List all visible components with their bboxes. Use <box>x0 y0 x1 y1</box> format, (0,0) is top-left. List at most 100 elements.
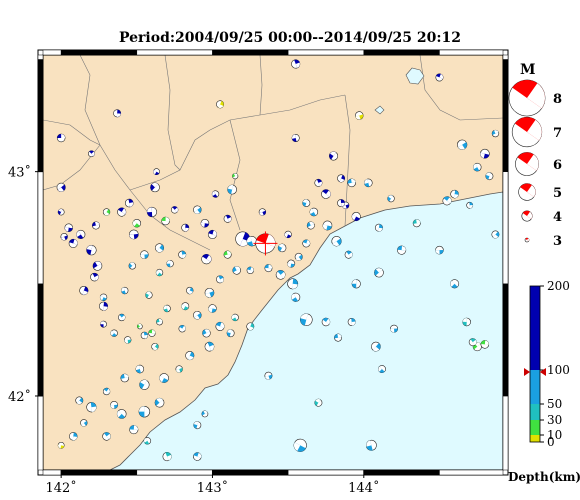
event-beachball <box>60 233 68 241</box>
frame-segment <box>287 469 365 476</box>
event-beachball <box>185 351 195 361</box>
y-tick-label: 43˚ <box>8 165 31 181</box>
event-beachball <box>193 310 202 320</box>
event-beachball <box>113 109 122 118</box>
event-beachball <box>200 218 210 228</box>
event-beachball <box>321 189 331 199</box>
event-beachball <box>291 59 301 69</box>
frame-segment <box>502 59 509 172</box>
event-beachball <box>435 245 444 255</box>
event-beachball <box>161 216 170 226</box>
event-beachball <box>377 365 386 374</box>
event-beachball <box>374 223 383 232</box>
event-beachball <box>186 286 194 295</box>
depth-colorbar-frame <box>529 285 541 443</box>
event-beachball <box>98 301 109 311</box>
event-beachball <box>347 317 356 326</box>
event-beachball <box>231 313 239 322</box>
event-beachball <box>120 373 129 383</box>
event-beachball <box>79 286 89 296</box>
event-beachball <box>442 196 452 206</box>
event-beachball <box>314 398 323 407</box>
event-beachball <box>154 243 165 253</box>
event-beachball <box>480 148 490 159</box>
event-beachball <box>473 162 482 172</box>
event-beachball <box>354 111 364 120</box>
x-tick-label: 143˚ <box>197 480 228 496</box>
depth-tick-label: 0 <box>547 435 555 449</box>
event-beachball <box>328 151 339 161</box>
event-beachball <box>480 340 490 349</box>
event-beachball <box>146 206 158 218</box>
event-beachball <box>450 279 460 289</box>
map-frame <box>37 49 509 476</box>
event-beachball <box>457 139 468 150</box>
event-beachball <box>128 229 139 240</box>
map-title: Period:2004/09/25 00:00--2014/09/25 20:1… <box>119 30 461 46</box>
event-beachball <box>275 270 286 280</box>
event-beachball <box>322 220 333 231</box>
depth-colorbar-segment <box>530 404 540 420</box>
lake <box>405 67 425 85</box>
earthquake-events <box>56 59 500 462</box>
event-beachball <box>207 229 218 239</box>
event-beachball <box>102 387 111 396</box>
event-beachball <box>57 441 65 449</box>
magnitude-legend-label: 7 <box>553 126 562 141</box>
y-tick-label: 42˚ <box>8 389 31 405</box>
depth-tick-label: 200 <box>547 279 570 293</box>
frame-segment <box>37 54 44 60</box>
event-beachball <box>159 373 169 383</box>
event-beachball <box>151 342 159 351</box>
magnitude-legend: 8 7 6 5 4 3 <box>508 79 562 249</box>
event-beachball <box>193 205 202 215</box>
depth-tick-label: 100 <box>547 363 570 377</box>
magnitude-legend-ball <box>518 183 536 201</box>
event-beachball <box>80 419 88 427</box>
magnitude-legend-title: M <box>520 62 536 78</box>
event-beachball <box>223 250 232 259</box>
event-beachball <box>294 252 303 261</box>
event-beachball <box>309 207 319 217</box>
event-beachball <box>216 275 224 284</box>
event-beachball <box>116 409 127 419</box>
event-beachball <box>337 174 346 183</box>
event-beachball <box>302 199 311 208</box>
event-beachball <box>178 325 186 333</box>
frame-segment <box>37 59 44 172</box>
event-beachball <box>92 221 100 230</box>
event-beachball <box>56 182 66 192</box>
magnitude-legend-label: 4 <box>553 210 562 225</box>
event-beachball <box>277 243 287 253</box>
event-beachball <box>156 318 163 326</box>
event-beachball <box>135 364 145 374</box>
event-beachball <box>204 287 215 298</box>
frame-segment <box>37 283 44 397</box>
event-beachball <box>102 432 111 441</box>
event-beachball <box>466 201 474 209</box>
event-beachball <box>485 172 494 181</box>
event-beachball <box>364 178 373 188</box>
event-beachball <box>293 438 307 452</box>
frame-segment <box>287 49 365 56</box>
event-beachball <box>117 207 127 217</box>
event-beachball <box>351 279 361 289</box>
event-beachball <box>215 321 225 331</box>
event-beachball <box>178 250 187 259</box>
event-beachball <box>211 190 220 198</box>
event-beachball <box>170 206 179 214</box>
event-beachball <box>56 133 66 143</box>
event-beachball <box>291 134 300 142</box>
event-beachball <box>371 341 381 352</box>
frame-segment <box>60 49 138 56</box>
event-beachball <box>124 336 132 344</box>
frame-segment <box>502 283 509 397</box>
frame-segment <box>502 171 509 285</box>
event-beachball <box>68 238 78 248</box>
event-beachball <box>374 267 384 278</box>
event-beachball <box>132 218 142 228</box>
event-beachball <box>223 214 232 223</box>
magnitude-legend-label: 5 <box>553 186 562 201</box>
